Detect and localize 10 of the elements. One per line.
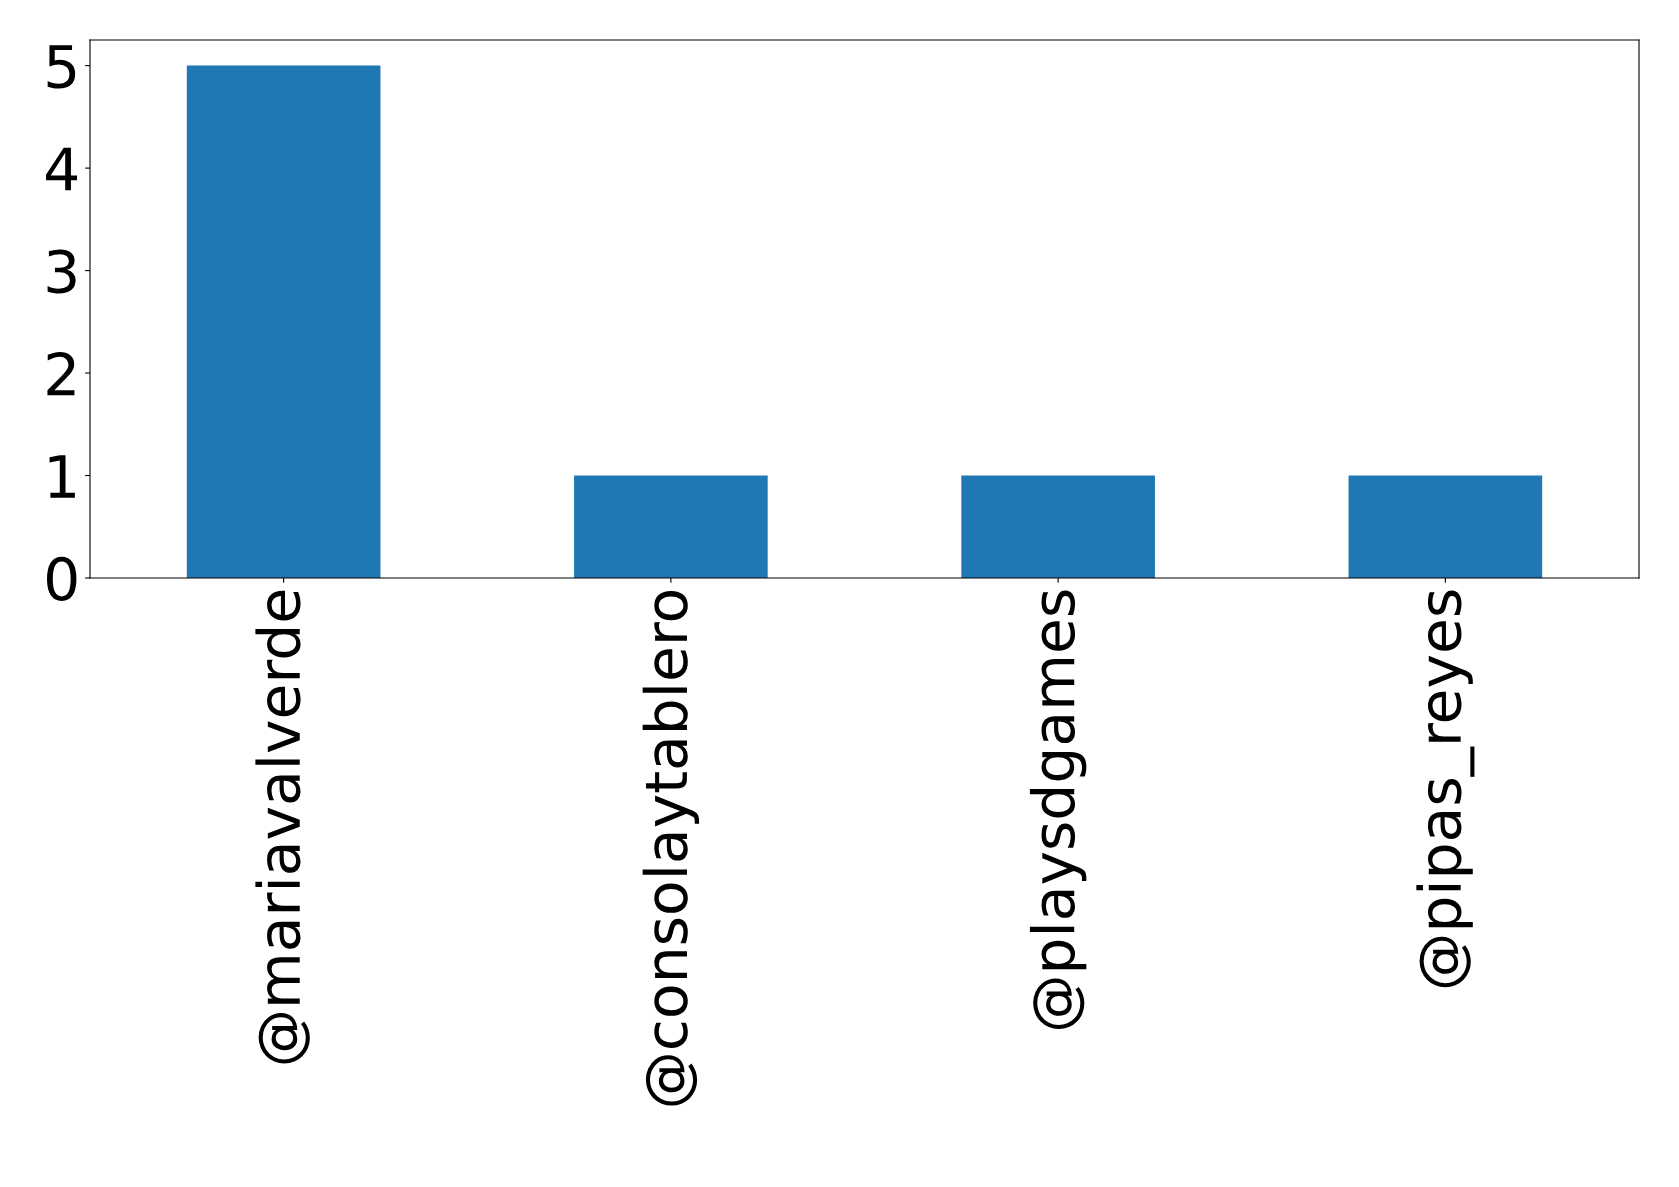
y-tick-label: 5 [47, 45, 76, 89]
x-tick-label: @pipas_reyes [1416, 590, 1475, 988]
x-tick-label: @playsdgames [1029, 590, 1087, 1030]
x-tick-label: @consolaytablero [642, 590, 700, 1106]
x-tick-label: @mariavalverde [255, 590, 310, 1064]
y-tick-label: 3 [47, 249, 76, 294]
y-tick-label: 2 [47, 351, 75, 396]
y-tick-label: 0 [47, 556, 77, 601]
y-tick-label: 1 [49, 455, 75, 498]
y-tick-label: 4 [46, 147, 78, 191]
